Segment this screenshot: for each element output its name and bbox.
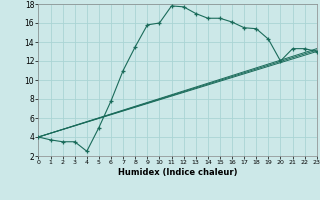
X-axis label: Humidex (Indice chaleur): Humidex (Indice chaleur)	[118, 168, 237, 177]
